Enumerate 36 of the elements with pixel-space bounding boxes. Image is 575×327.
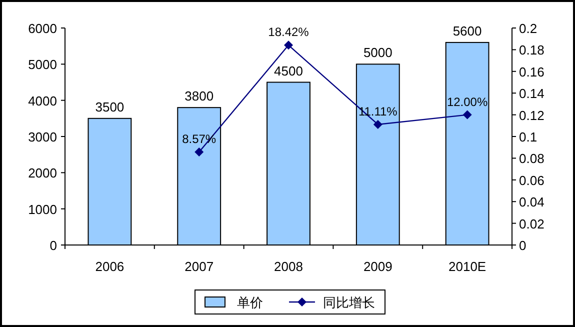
x-tick-label: 2007 (184, 259, 214, 274)
y2-tick-label: 0.2 (519, 21, 538, 36)
y-tick-label: 2000 (28, 166, 57, 181)
y-tick-label: 4000 (28, 93, 57, 108)
y-tick-label: 5000 (28, 57, 57, 72)
data-label: 18.42% (268, 25, 310, 40)
data-label: 3800 (184, 88, 214, 104)
point (194, 148, 204, 157)
y2-tick-label: 0.14 (519, 86, 544, 102)
y2-tick-label: 0.16 (519, 64, 544, 80)
x-tick-label: 2008 (274, 259, 303, 274)
y2-tick-label: 0.18 (519, 42, 544, 58)
y2-tick-label: 0.08 (519, 151, 544, 166)
x-tick-label: 2006 (95, 259, 124, 274)
y2-tick-label: 0.06 (519, 172, 544, 188)
x-tick-label: 2009 (363, 259, 392, 274)
y2-tick-label: 0.1 (519, 130, 538, 144)
data-label: 4500 (274, 63, 303, 78)
legend-label: 同比增长 (323, 295, 375, 310)
y-tick-label: 1000 (28, 202, 57, 217)
y2-tick-label: 0 (519, 238, 526, 253)
point (284, 40, 293, 50)
data-label: 3500 (95, 99, 124, 114)
data-label: 5600 (452, 23, 482, 38)
data-label: 5000 (363, 45, 392, 60)
data-label: 12.00% (446, 94, 488, 109)
y-tick-label: 3000 (28, 130, 57, 144)
x-tick-label: 2010E (448, 259, 486, 274)
y-tick-label: 6000 (28, 21, 57, 36)
y2-tick-label: 0.12 (519, 108, 544, 123)
y-tick-label: 0 (50, 238, 57, 253)
y2-tick-label: 0.04 (519, 194, 544, 210)
point (373, 120, 382, 129)
point (462, 110, 472, 120)
legend-label: 单价 (237, 295, 263, 310)
y2-tick-label: 0.02 (519, 216, 544, 232)
